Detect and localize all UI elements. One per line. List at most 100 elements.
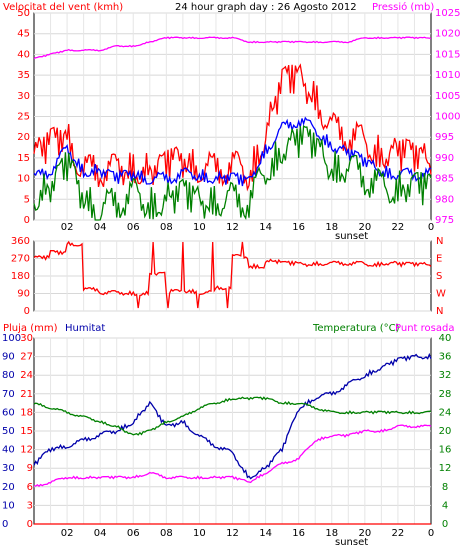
pluja-y-tick-label: 15 xyxy=(20,426,33,437)
temperatura-axis-label: Temperatura (°C) xyxy=(312,323,400,334)
humitat-y-tick-label: 40 xyxy=(2,445,15,456)
chart-title: 24 hour graph day : 26 Agosto 2012 xyxy=(175,2,357,13)
wind-x-tick-label: 22 xyxy=(392,222,405,233)
humitat-y-tick-label: 100 xyxy=(2,333,21,344)
wind-y-left-ticks: 0 5 10 15 20 25 30 35 40 45 50 xyxy=(17,8,30,226)
series-line-pressio xyxy=(33,36,432,60)
temp-y-tick-label: 28 xyxy=(439,389,452,400)
temp-grid xyxy=(34,337,431,525)
temp-y-tick-label: 16 xyxy=(439,445,452,456)
direction-y-tick-label: 360 xyxy=(11,236,30,247)
series-line-direccio-mitjana xyxy=(33,124,432,221)
direction-compass-label: N xyxy=(436,306,443,317)
wind-x-tick-label: 02 xyxy=(61,222,74,233)
pressure-y-tick-label: 980 xyxy=(435,194,454,205)
wind-y-tick-label: 45 xyxy=(17,29,30,40)
wind-x-tick-label: 20 xyxy=(358,222,371,233)
direction-y-tick-label: 180 xyxy=(11,271,30,282)
temp-y-tick-label: 36 xyxy=(439,352,452,363)
humitat-y-tick-label: 60 xyxy=(2,407,15,418)
wind-x-tick-label: 14 xyxy=(259,222,272,233)
wind-y-tick-label: 25 xyxy=(17,112,30,123)
humitat-y-tick-label: 90 xyxy=(2,352,15,363)
pressure-y-tick-label: 995 xyxy=(435,132,454,143)
temp-x-tick-label: 22 xyxy=(392,528,405,539)
pressure-y-tick-label: 1005 xyxy=(435,91,460,102)
wind-x-tick-label: 12 xyxy=(226,222,239,233)
series-line-direccio xyxy=(33,240,432,309)
humitat-y-tick-label: 0 xyxy=(2,519,8,530)
humitat-y-tick-label: 30 xyxy=(2,463,15,474)
pressure-y-tick-label: 1000 xyxy=(435,112,460,123)
temp-y-tick-label: 0 xyxy=(442,519,448,530)
wind-y-tick-label: 20 xyxy=(17,132,30,143)
humitat-y-tick-label: 20 xyxy=(2,482,15,493)
temp-x-tick-label: 14 xyxy=(259,528,272,539)
direction-y-tick-label: 0 xyxy=(24,306,30,317)
wind-y-tick-label: 30 xyxy=(17,91,30,102)
pluja-y-tick-label: 24 xyxy=(20,370,33,381)
pluja-y-tick-label: 6 xyxy=(27,482,33,493)
wind-y-tick-label: 5 xyxy=(24,194,30,205)
pressure-y-tick-label: 1010 xyxy=(435,70,460,81)
pluja-axis-label: Pluja (mm) xyxy=(3,323,58,334)
humitat-y-tick-label: 80 xyxy=(2,370,15,381)
series-line-ratxa xyxy=(33,63,432,192)
wind-left-axis-label: Velocitat del vent (kmh) xyxy=(3,2,123,13)
pluja-y-tick-label: 18 xyxy=(20,407,33,418)
pluja-y-left-ticks: 0 3 6 9 12 15 18 21 24 27 30 xyxy=(20,333,33,530)
pressure-y-tick-label: 990 xyxy=(435,153,454,164)
humitat-y-tick-label: 70 xyxy=(2,389,15,400)
temp-x-tick-label: 18 xyxy=(325,528,338,539)
wind-x-tick-label: 04 xyxy=(94,222,107,233)
temp-x-tick-label: 0 xyxy=(428,528,434,539)
pluja-y-tick-label: 0 xyxy=(27,519,33,530)
pressure-y-tick-label: 975 xyxy=(435,215,454,226)
wind-y-tick-label: 10 xyxy=(17,174,30,185)
temp-y-tick-label: 40 xyxy=(439,333,452,344)
pressure-y-tick-label: 985 xyxy=(435,174,454,185)
temp-x-tick-label: 06 xyxy=(127,528,140,539)
humitat-axis-label: Humitat xyxy=(65,323,105,334)
temp-x-tick-label: 10 xyxy=(193,528,206,539)
pluja-y-tick-label: 27 xyxy=(20,352,33,363)
humitat-y-tick-label: 10 xyxy=(2,500,15,511)
pluja-y-tick-label: 21 xyxy=(20,389,33,400)
humitat-y-tick-label: 50 xyxy=(2,426,15,437)
wind-x-ticks: 02 04 06 08 10 12 14 16 18 20 22 0 sunset xyxy=(61,222,434,242)
temp-x-tick-label: 16 xyxy=(292,528,305,539)
direction-compass-label: E xyxy=(436,254,442,265)
temp-x-tick-label: 02 xyxy=(61,528,74,539)
pressure-y-tick-label: 1020 xyxy=(435,29,460,40)
direction-series xyxy=(33,240,432,309)
temp-x-tick-label: 20 xyxy=(358,528,371,539)
direction-compass-label: W xyxy=(436,289,446,300)
temp-y-tick-label: 8 xyxy=(442,482,448,493)
punt-rosada-axis-label: Punt rosada xyxy=(395,323,454,334)
wind-x-tick-label: 06 xyxy=(127,222,140,233)
direction-y-left-ticks: 0 90 180 270 360 xyxy=(11,236,30,317)
direction-compass-label: N xyxy=(436,236,443,247)
series-line-temperatura xyxy=(33,396,432,436)
pressure-y-right-ticks: 975 980 985 990 995 1000 1005 1010 1015 1020 1025 xyxy=(435,8,460,226)
temp-x-tick-label: 04 xyxy=(94,528,107,539)
sunset-label: sunset xyxy=(335,537,368,548)
direction-y-tick-label: 90 xyxy=(17,289,30,300)
wind-y-tick-label: 15 xyxy=(17,153,30,164)
temp-y-tick-label: 24 xyxy=(439,407,452,418)
temp-y-tick-label: 12 xyxy=(439,463,452,474)
temp-y-tick-label: 20 xyxy=(439,426,452,437)
wind-series xyxy=(33,36,432,221)
wind-y-tick-label: 35 xyxy=(17,70,30,81)
direction-compass-label: S xyxy=(436,271,442,282)
temp-x-tick-label: 08 xyxy=(160,528,173,539)
pressure-y-tick-label: 1025 xyxy=(435,8,460,19)
wind-y-tick-label: 50 xyxy=(17,8,30,19)
wind-x-tick-label: 16 xyxy=(292,222,305,233)
wind-x-tick-label: 0 xyxy=(428,222,434,233)
wind-y-tick-label: 0 xyxy=(24,215,30,226)
series-line-humitat xyxy=(33,352,432,480)
